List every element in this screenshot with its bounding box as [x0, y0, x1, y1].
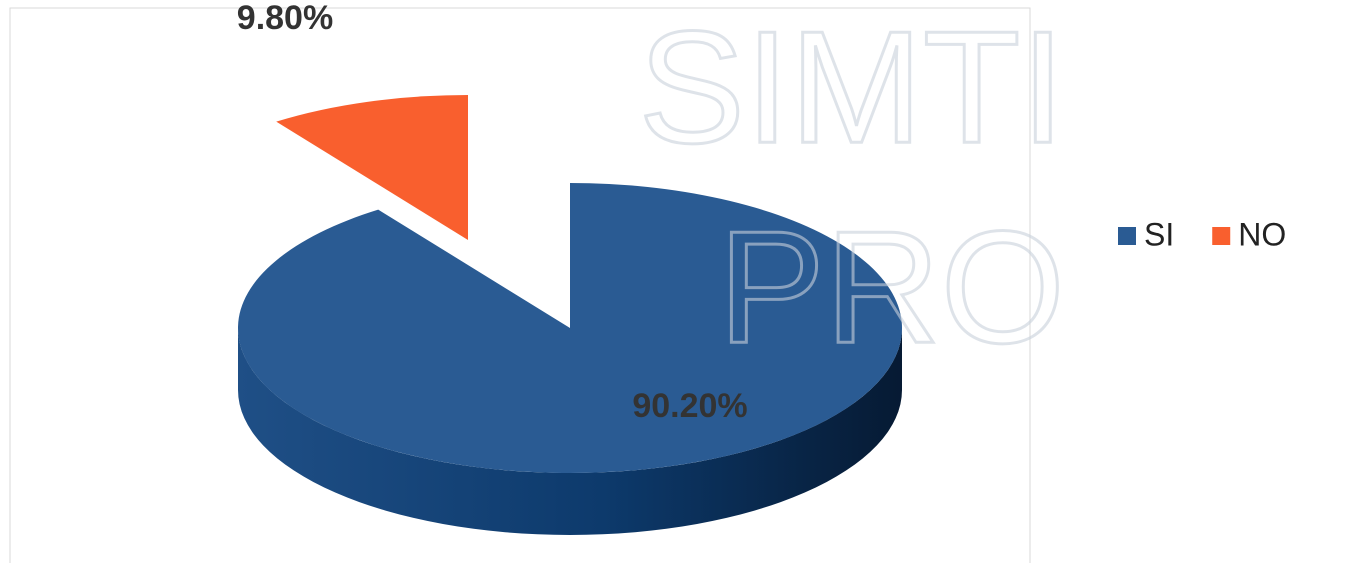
slice-side [238, 328, 902, 535]
legend: SI NO [1118, 216, 1286, 252]
legend-swatch [1212, 227, 1231, 245]
data-label: 90.20% [632, 387, 747, 425]
legend-swatch [1118, 227, 1136, 245]
legend-label: NO [1238, 216, 1286, 252]
slice [237, 183, 902, 473]
legend-label: SI [1144, 216, 1174, 252]
data-label: 9.80% [237, 0, 333, 37]
watermark: PRO [718, 197, 1065, 376]
pie [237, 95, 902, 535]
watermark: SIMTI [638, 0, 1065, 176]
slice [276, 95, 468, 240]
